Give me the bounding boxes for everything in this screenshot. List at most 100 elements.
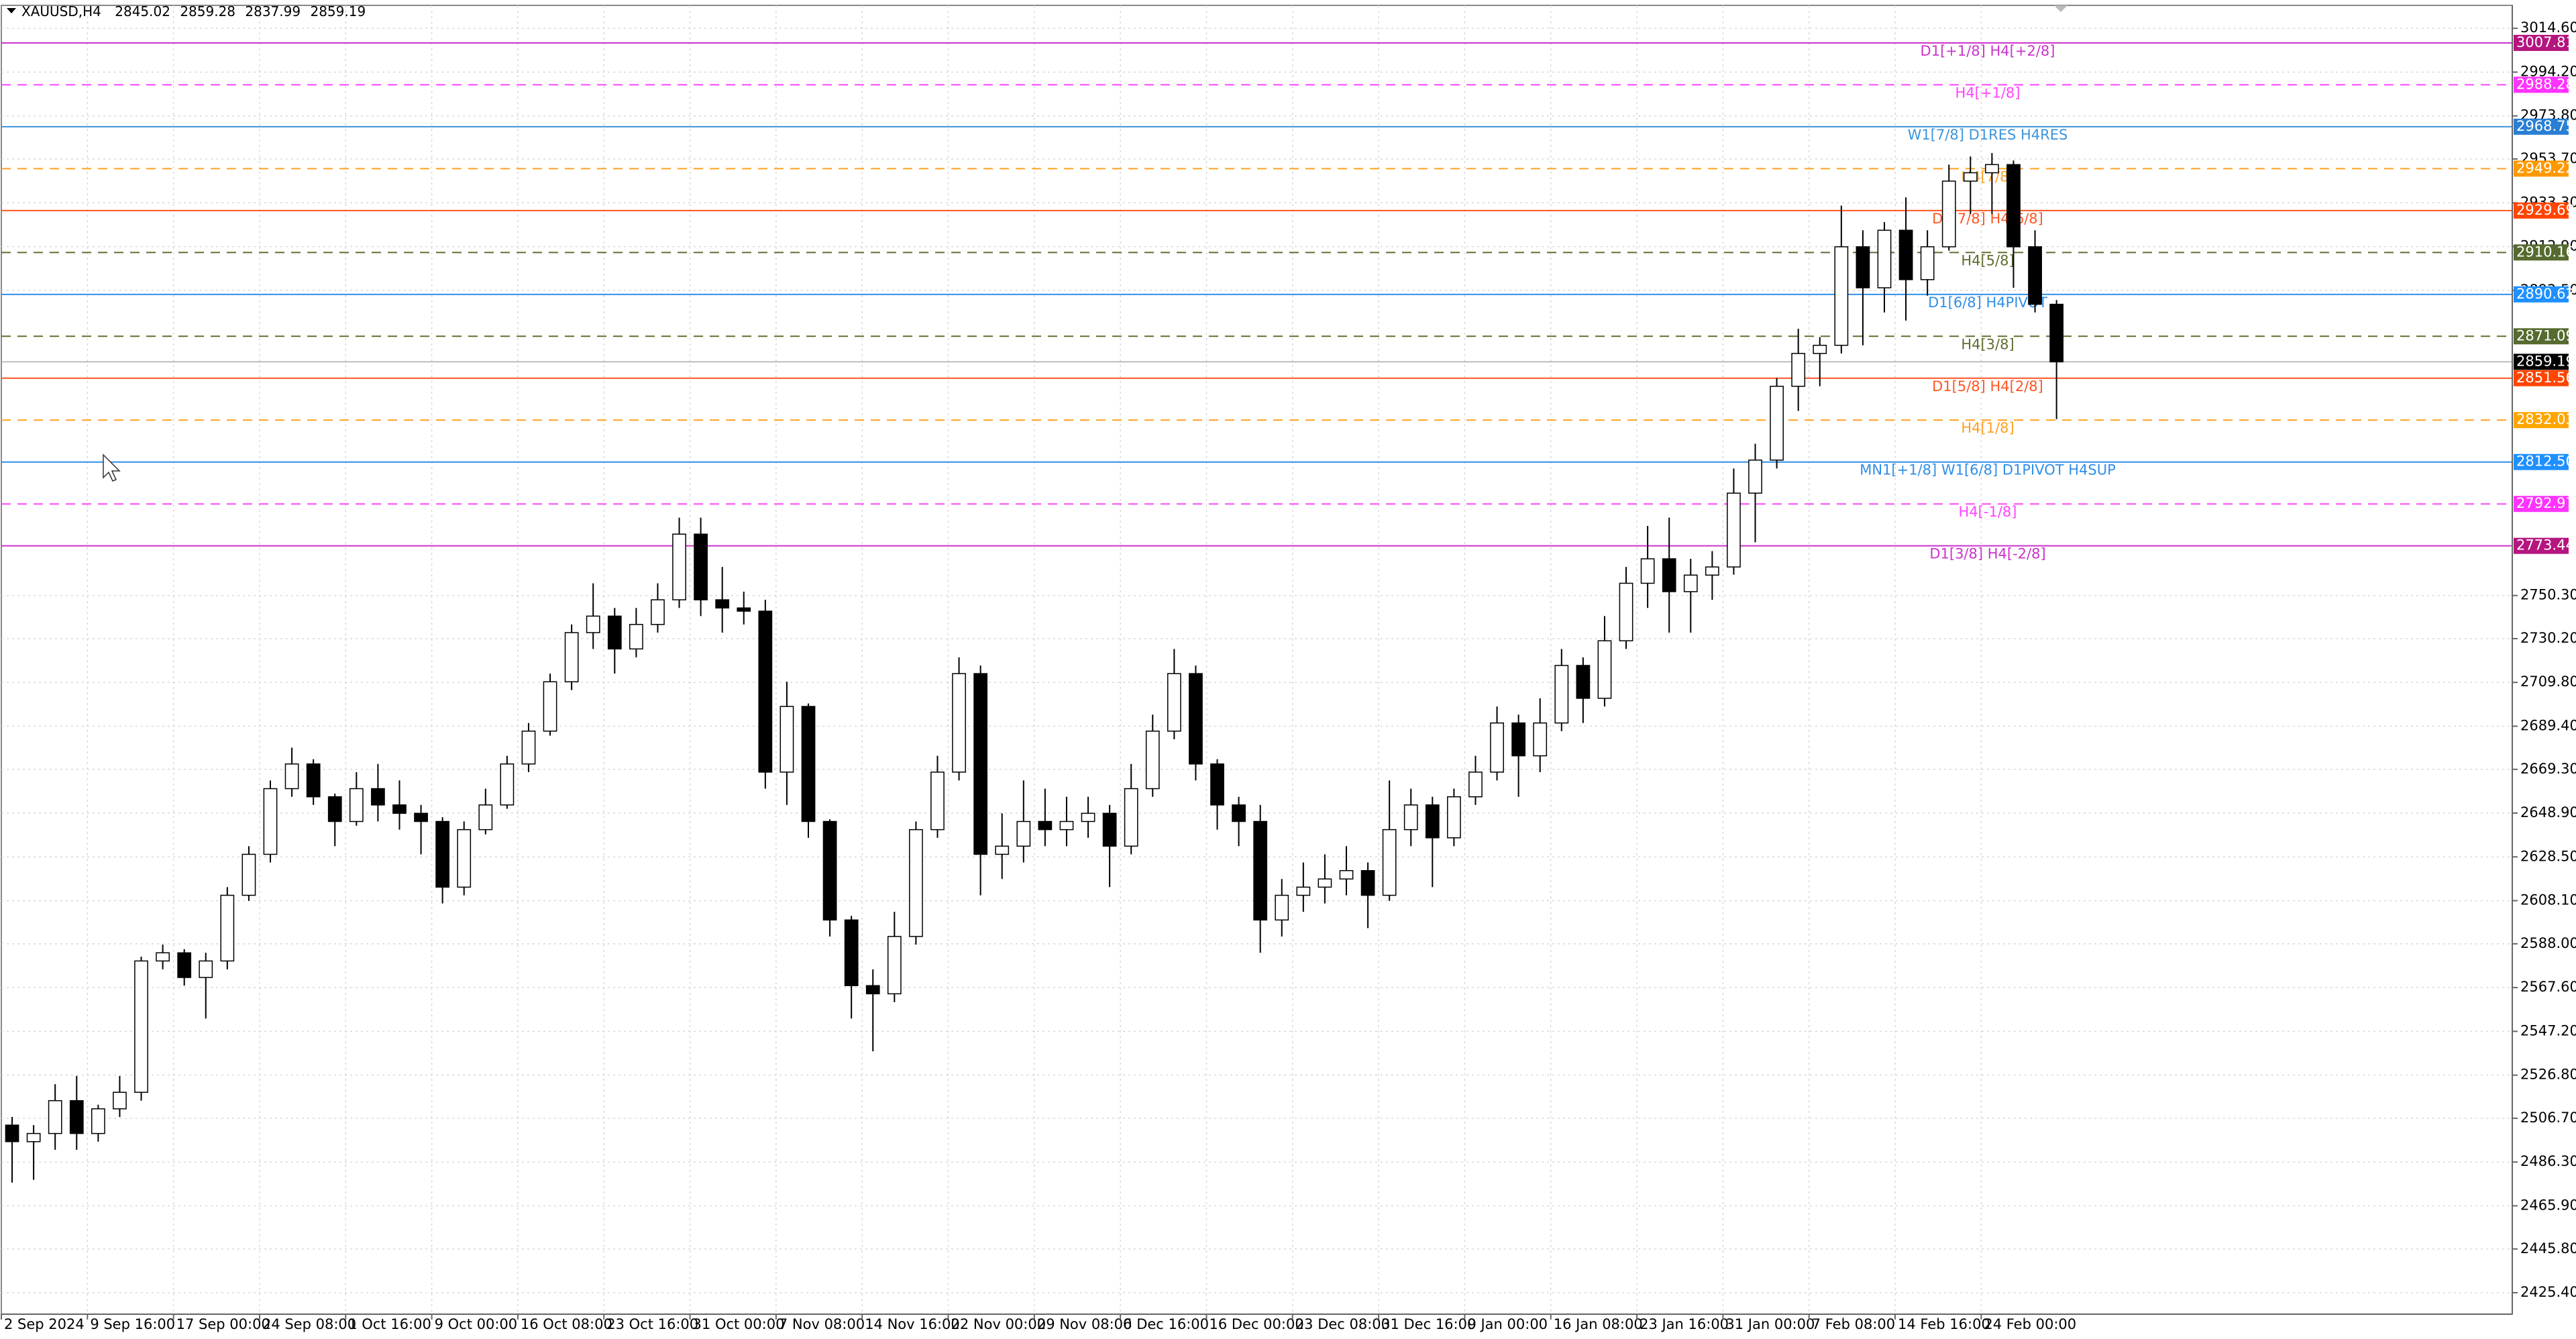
y-tick-label: 2750.30 bbox=[2520, 587, 2576, 603]
candle-body bbox=[1339, 870, 1354, 880]
candle-body bbox=[1296, 886, 1311, 896]
candle-body bbox=[478, 804, 493, 831]
candle-body bbox=[995, 845, 1010, 855]
candle-body bbox=[134, 960, 148, 1093]
candle-body bbox=[1425, 804, 1440, 839]
candle-body bbox=[780, 706, 794, 773]
menu-arrow[interactable] bbox=[7, 8, 16, 13]
candle-body bbox=[1038, 820, 1053, 831]
price-box-label: 2851.56 bbox=[2516, 370, 2575, 386]
candle-body bbox=[1210, 763, 1224, 806]
x-tick-label: 23 Oct 16:00 bbox=[606, 1316, 698, 1332]
candle-body bbox=[1016, 820, 1031, 847]
candle-body bbox=[1791, 353, 1806, 387]
price-box-label: 2929.69 bbox=[2516, 202, 2575, 218]
x-tick-label: 6 Dec 16:00 bbox=[1123, 1316, 1209, 1332]
y-tick-label: 2486.30 bbox=[2520, 1153, 2576, 1169]
x-tick-label: 1 Oct 16:00 bbox=[348, 1316, 431, 1332]
candle-body bbox=[1468, 771, 1483, 798]
candle-body bbox=[306, 763, 321, 798]
candle-body bbox=[564, 632, 579, 683]
candle-body bbox=[1189, 673, 1203, 765]
candle-body bbox=[758, 610, 773, 773]
x-tick-label: 17 Sep 00:00 bbox=[176, 1316, 270, 1332]
level-label: D1[5/8] H4[2/8] bbox=[1932, 378, 2043, 394]
header: XAUUSD,H4 2845.02 2859.28 2837.99 2859.1… bbox=[21, 3, 366, 19]
candle-body bbox=[26, 1132, 41, 1142]
price-box bbox=[2514, 244, 2569, 261]
candle-body bbox=[607, 615, 622, 650]
price-box-label: 2910.16 bbox=[2516, 244, 2575, 260]
price-box bbox=[2514, 412, 2569, 429]
candle-body bbox=[241, 853, 256, 896]
candle-body bbox=[1403, 804, 1418, 831]
level-label: W1[7/8] D1RES H4RES bbox=[1908, 127, 2068, 143]
x-tick-label: 29 Nov 08:00 bbox=[1037, 1316, 1132, 1332]
y-tick-label: 2689.40 bbox=[2520, 718, 2576, 734]
candle-body bbox=[1102, 812, 1117, 847]
header-close: 2859.19 bbox=[310, 3, 366, 19]
y-tick-label: 2547.20 bbox=[2520, 1022, 2576, 1038]
y-tick-label: 2608.10 bbox=[2520, 892, 2576, 908]
price-box-label: 2890.62 bbox=[2516, 286, 2575, 302]
candle-body bbox=[1877, 229, 1892, 288]
y-tick-label: 2445.80 bbox=[2520, 1240, 2576, 1256]
candle-body bbox=[887, 936, 902, 995]
price-box-label: 3007.81 bbox=[2516, 34, 2575, 50]
candle-body bbox=[1770, 386, 1784, 461]
candle-body bbox=[1813, 344, 1827, 354]
candle-body bbox=[1360, 870, 1375, 896]
level-label: H4[1/8] bbox=[1961, 420, 2014, 436]
y-tick-label: 2588.00 bbox=[2520, 935, 2576, 951]
header-low: 2837.99 bbox=[245, 3, 301, 19]
candle-body bbox=[1856, 246, 1870, 288]
candle-body bbox=[909, 828, 923, 937]
candle-body bbox=[1727, 492, 1741, 568]
level-label: D1[3/8] H4[-2/8] bbox=[1929, 546, 2045, 562]
candle-body bbox=[371, 788, 385, 806]
candle-body bbox=[327, 796, 342, 822]
candle-body bbox=[1318, 878, 1332, 888]
y-tick-label: 2567.60 bbox=[2520, 979, 2576, 995]
y-tick-label: 2526.80 bbox=[2520, 1067, 2576, 1083]
candle-body bbox=[1253, 820, 1268, 921]
candle-body bbox=[1447, 796, 1461, 839]
candle-body bbox=[521, 731, 536, 765]
candle-body bbox=[672, 533, 686, 600]
candle-body bbox=[349, 788, 364, 822]
candle-body bbox=[1898, 229, 1913, 280]
candle-body bbox=[113, 1091, 127, 1110]
price-box bbox=[2514, 286, 2569, 303]
candle-body bbox=[973, 673, 988, 855]
candle-body bbox=[694, 533, 708, 600]
y-tick-label: 2648.90 bbox=[2520, 804, 2576, 820]
price-box-label: 2968.75 bbox=[2516, 118, 2575, 134]
candle-body bbox=[651, 599, 665, 625]
candle-body bbox=[737, 607, 751, 612]
price-box-label: 2773.44 bbox=[2516, 537, 2575, 553]
price-box-label: 2812.50 bbox=[2516, 453, 2575, 470]
x-tick-label: 31 Oct 00:00 bbox=[693, 1316, 785, 1332]
candle-body bbox=[1124, 788, 1138, 847]
candle-body bbox=[1145, 731, 1160, 790]
candle-body bbox=[414, 812, 428, 822]
candle-body bbox=[1382, 828, 1397, 896]
price-box bbox=[2514, 370, 2569, 386]
candle-body bbox=[1081, 812, 1095, 822]
level-label: H4[+1/8] bbox=[1955, 85, 2021, 101]
candle-body bbox=[1920, 246, 1935, 280]
last-price-label: 2859.19 bbox=[2516, 353, 2575, 369]
x-tick-label: 9 Sep 16:00 bbox=[90, 1316, 175, 1332]
candle-body bbox=[1619, 582, 1633, 641]
candle-body bbox=[629, 624, 643, 650]
candle-body bbox=[1640, 558, 1655, 584]
level-label: H4[-1/8] bbox=[1959, 504, 2017, 520]
mouse-cursor bbox=[103, 453, 121, 482]
candles bbox=[5, 153, 2064, 1183]
candle-body bbox=[457, 828, 472, 888]
header-open: 2845.02 bbox=[115, 3, 170, 19]
candle-body bbox=[284, 763, 299, 790]
candle-body bbox=[844, 919, 859, 987]
x-tick-label: 7 Nov 08:00 bbox=[779, 1316, 865, 1332]
